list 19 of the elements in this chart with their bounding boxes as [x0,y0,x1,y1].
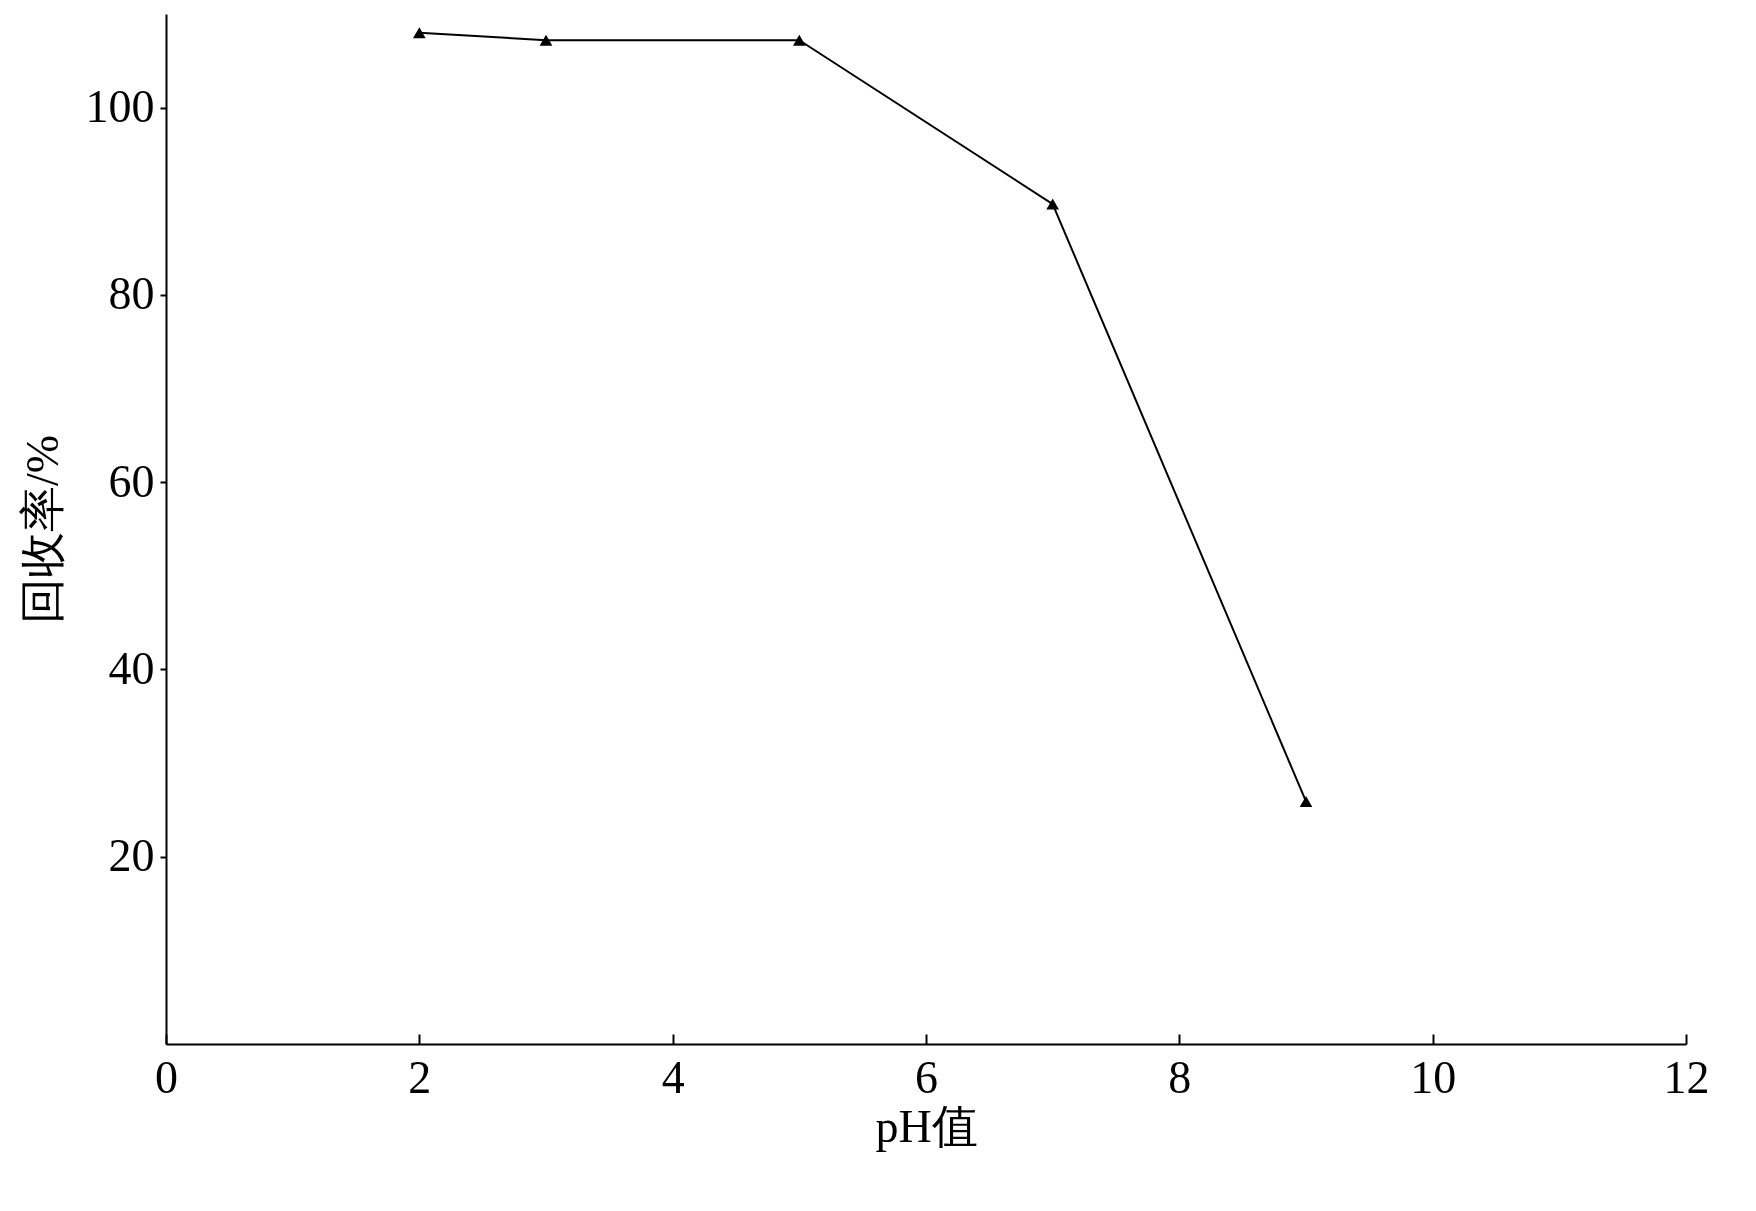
y-tick-label: 40 [108,642,155,694]
x-tick-label: 2 [408,1051,432,1103]
point [793,34,806,46]
y-axis-title: 回收率/% [16,434,68,625]
point [413,27,426,39]
x-tick-label: 12 [1663,1051,1710,1103]
point [539,34,553,46]
y-tick-label: 20 [108,830,155,882]
x-tick-label: 6 [915,1051,938,1103]
x-axis-title: pH值 [875,1100,978,1152]
x-tick-label: 8 [1168,1051,1192,1103]
x-tick-label: 4 [661,1051,685,1103]
x-tick-label: 0 [155,1051,178,1103]
point [1299,796,1313,807]
y-tick-label: 80 [108,268,155,320]
point [1046,198,1059,210]
y-tick-label: 100 [85,81,155,133]
x-tick-label: 10 [1410,1051,1457,1103]
y-tick-label: 60 [108,455,155,507]
